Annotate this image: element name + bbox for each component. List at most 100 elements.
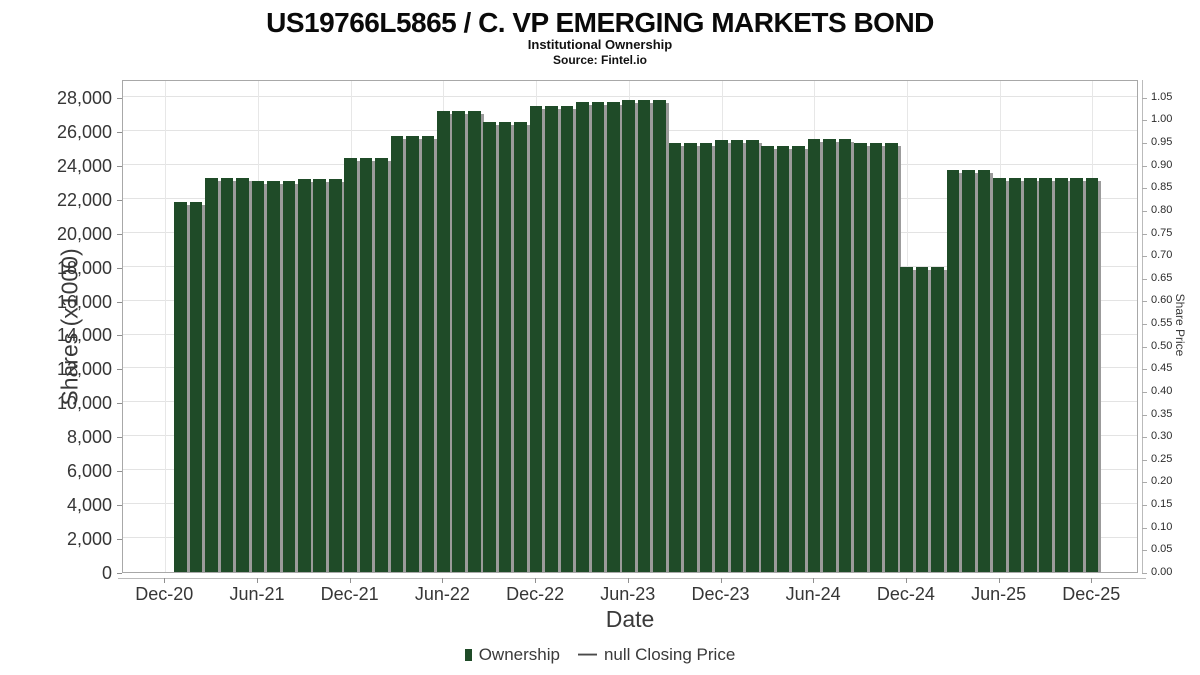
x-tick-mark: [627, 578, 629, 583]
bar[interactable]: [807, 138, 821, 572]
bar[interactable]: [606, 102, 620, 572]
y-tick-mark: [117, 267, 122, 269]
bar[interactable]: [823, 138, 836, 572]
y-tick-mark: [117, 403, 122, 405]
right-tick-mark: [1142, 369, 1147, 371]
bar[interactable]: [745, 140, 759, 572]
right-tick-label: 0.70: [1151, 249, 1173, 262]
bar[interactable]: [390, 136, 404, 572]
x-tick-mark: [535, 578, 537, 583]
bar[interactable]: [313, 179, 327, 572]
right-tick-label: 0.30: [1151, 430, 1173, 443]
y-tick-label: 26,000: [56, 121, 112, 142]
bar[interactable]: [174, 202, 188, 572]
bar[interactable]: [1085, 177, 1099, 572]
bar[interactable]: [792, 146, 805, 572]
bar[interactable]: [885, 142, 898, 572]
y-tick-label: 16,000: [56, 291, 112, 312]
bar[interactable]: [189, 202, 203, 572]
bar[interactable]: [915, 267, 929, 572]
bar[interactable]: [236, 178, 249, 572]
x-axis-title: Date: [605, 606, 655, 632]
bar[interactable]: [406, 136, 419, 572]
bar[interactable]: [637, 100, 651, 572]
bar[interactable]: [1054, 177, 1068, 572]
bar[interactable]: [931, 267, 944, 572]
bar[interactable]: [684, 142, 697, 572]
x-tick-label: Dec-24: [876, 584, 935, 604]
y-tick-mark: [117, 131, 122, 133]
bar[interactable]: [838, 138, 852, 572]
bar[interactable]: [946, 169, 960, 572]
bar[interactable]: [452, 110, 466, 572]
right-tick-label: 0.90: [1151, 158, 1173, 171]
bar[interactable]: [328, 179, 342, 572]
x-tick-label: Dec-23: [691, 584, 750, 604]
right-tick-mark: [1142, 301, 1147, 303]
bar[interactable]: [298, 179, 311, 572]
bar[interactable]: [1008, 177, 1022, 572]
bar[interactable]: [576, 102, 589, 572]
bar[interactable]: [900, 267, 914, 572]
bar[interactable]: [1039, 177, 1053, 572]
bar[interactable]: [715, 140, 728, 572]
right-tick-mark: [1142, 505, 1147, 507]
right-tick-label: 0.10: [1151, 520, 1173, 533]
bar[interactable]: [359, 158, 373, 572]
bar[interactable]: [591, 102, 605, 572]
bar[interactable]: [421, 136, 435, 572]
bar[interactable]: [962, 169, 975, 572]
legend-item-ownership[interactable]: Ownership: [464, 645, 560, 665]
ownership-swatch-icon: [464, 649, 472, 661]
bar[interactable]: [1070, 177, 1083, 572]
bar[interactable]: [761, 146, 775, 572]
bar[interactable]: [220, 178, 234, 572]
bar[interactable]: [993, 177, 1006, 572]
bar[interactable]: [560, 106, 574, 572]
right-tick-label: 0.95: [1151, 136, 1173, 149]
bar[interactable]: [282, 180, 296, 572]
x-tick-label: Jun-23: [600, 584, 656, 604]
x-tick-mark: [905, 578, 907, 583]
x-tick-label: Dec-22: [506, 584, 565, 604]
bar[interactable]: [1024, 177, 1037, 572]
y-tick-mark: [117, 165, 122, 167]
bar[interactable]: [668, 142, 682, 572]
right-tick-mark: [1142, 550, 1147, 552]
bar[interactable]: [869, 142, 883, 572]
bar[interactable]: [375, 158, 388, 572]
right-tick-label: 0.00: [1151, 566, 1173, 578]
right-tick-mark: [1142, 143, 1147, 145]
right-tick-label: 0.50: [1151, 339, 1173, 352]
chart-source: Source: Fintel.io: [552, 53, 647, 67]
bar[interactable]: [622, 100, 635, 572]
right-tick-mark: [1142, 482, 1147, 484]
bar[interactable]: [267, 180, 280, 572]
legend-item-closing-price[interactable]: — null Closing Price: [578, 645, 735, 665]
y-tick-mark: [117, 437, 122, 439]
right-tick-label: 0.25: [1151, 452, 1173, 465]
right-tick-label: 0.35: [1151, 407, 1173, 420]
bar[interactable]: [483, 121, 496, 572]
bar[interactable]: [854, 142, 867, 572]
bar[interactable]: [437, 110, 450, 572]
bar[interactable]: [545, 106, 558, 572]
x-tick-label: Dec-20: [135, 584, 194, 604]
x-tick-label: Dec-21: [320, 584, 379, 604]
bar[interactable]: [467, 110, 481, 572]
bar[interactable]: [653, 100, 666, 572]
bar[interactable]: [699, 142, 713, 572]
bar[interactable]: [205, 178, 218, 572]
right-tick-label: 1.00: [1151, 113, 1173, 126]
bar[interactable]: [977, 169, 991, 572]
bar[interactable]: [730, 140, 744, 572]
right-tick-mark: [1142, 278, 1147, 280]
bar[interactable]: [776, 146, 790, 572]
bar[interactable]: [251, 180, 265, 572]
bar[interactable]: [529, 106, 543, 572]
legend-price-label: null Closing Price: [603, 645, 736, 664]
bar[interactable]: [498, 121, 512, 572]
bar[interactable]: [344, 158, 357, 572]
y-tick-label: 0: [101, 563, 112, 583]
bar[interactable]: [514, 121, 527, 572]
